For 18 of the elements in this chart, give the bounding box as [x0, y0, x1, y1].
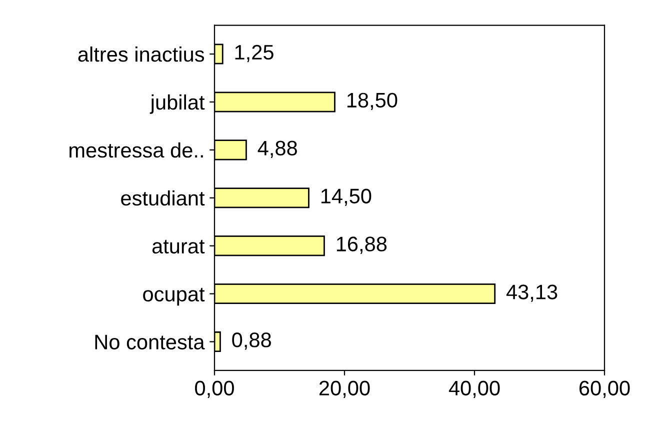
y-tick-label: mestressa de.. [70, 142, 203, 158]
y-tick-label: jubilat [150, 94, 205, 114]
data-label: 18,50 [347, 92, 398, 110]
y-tick-label: altres inactius [78, 46, 204, 62]
data-label: 0,88 [232, 332, 271, 350]
y-tick-label: No contesta [95, 334, 205, 350]
y-tick-label: ocupat [143, 288, 205, 306]
data-label: 14,50 [321, 188, 372, 206]
x-tick-label: 60,00 [579, 380, 630, 398]
y-tick-label: aturat [152, 240, 205, 254]
y-tick-label: estudiant [121, 190, 205, 206]
data-label: 16,88 [336, 236, 387, 254]
data-label: 4,88 [258, 140, 297, 158]
x-tick-label: 0,00 [195, 380, 234, 398]
x-tick-label: 40,00 [448, 380, 500, 398]
x-tick-label: 20,00 [319, 380, 370, 398]
data-label: 43,13 [506, 284, 558, 302]
data-label: 1,25 [235, 44, 274, 62]
